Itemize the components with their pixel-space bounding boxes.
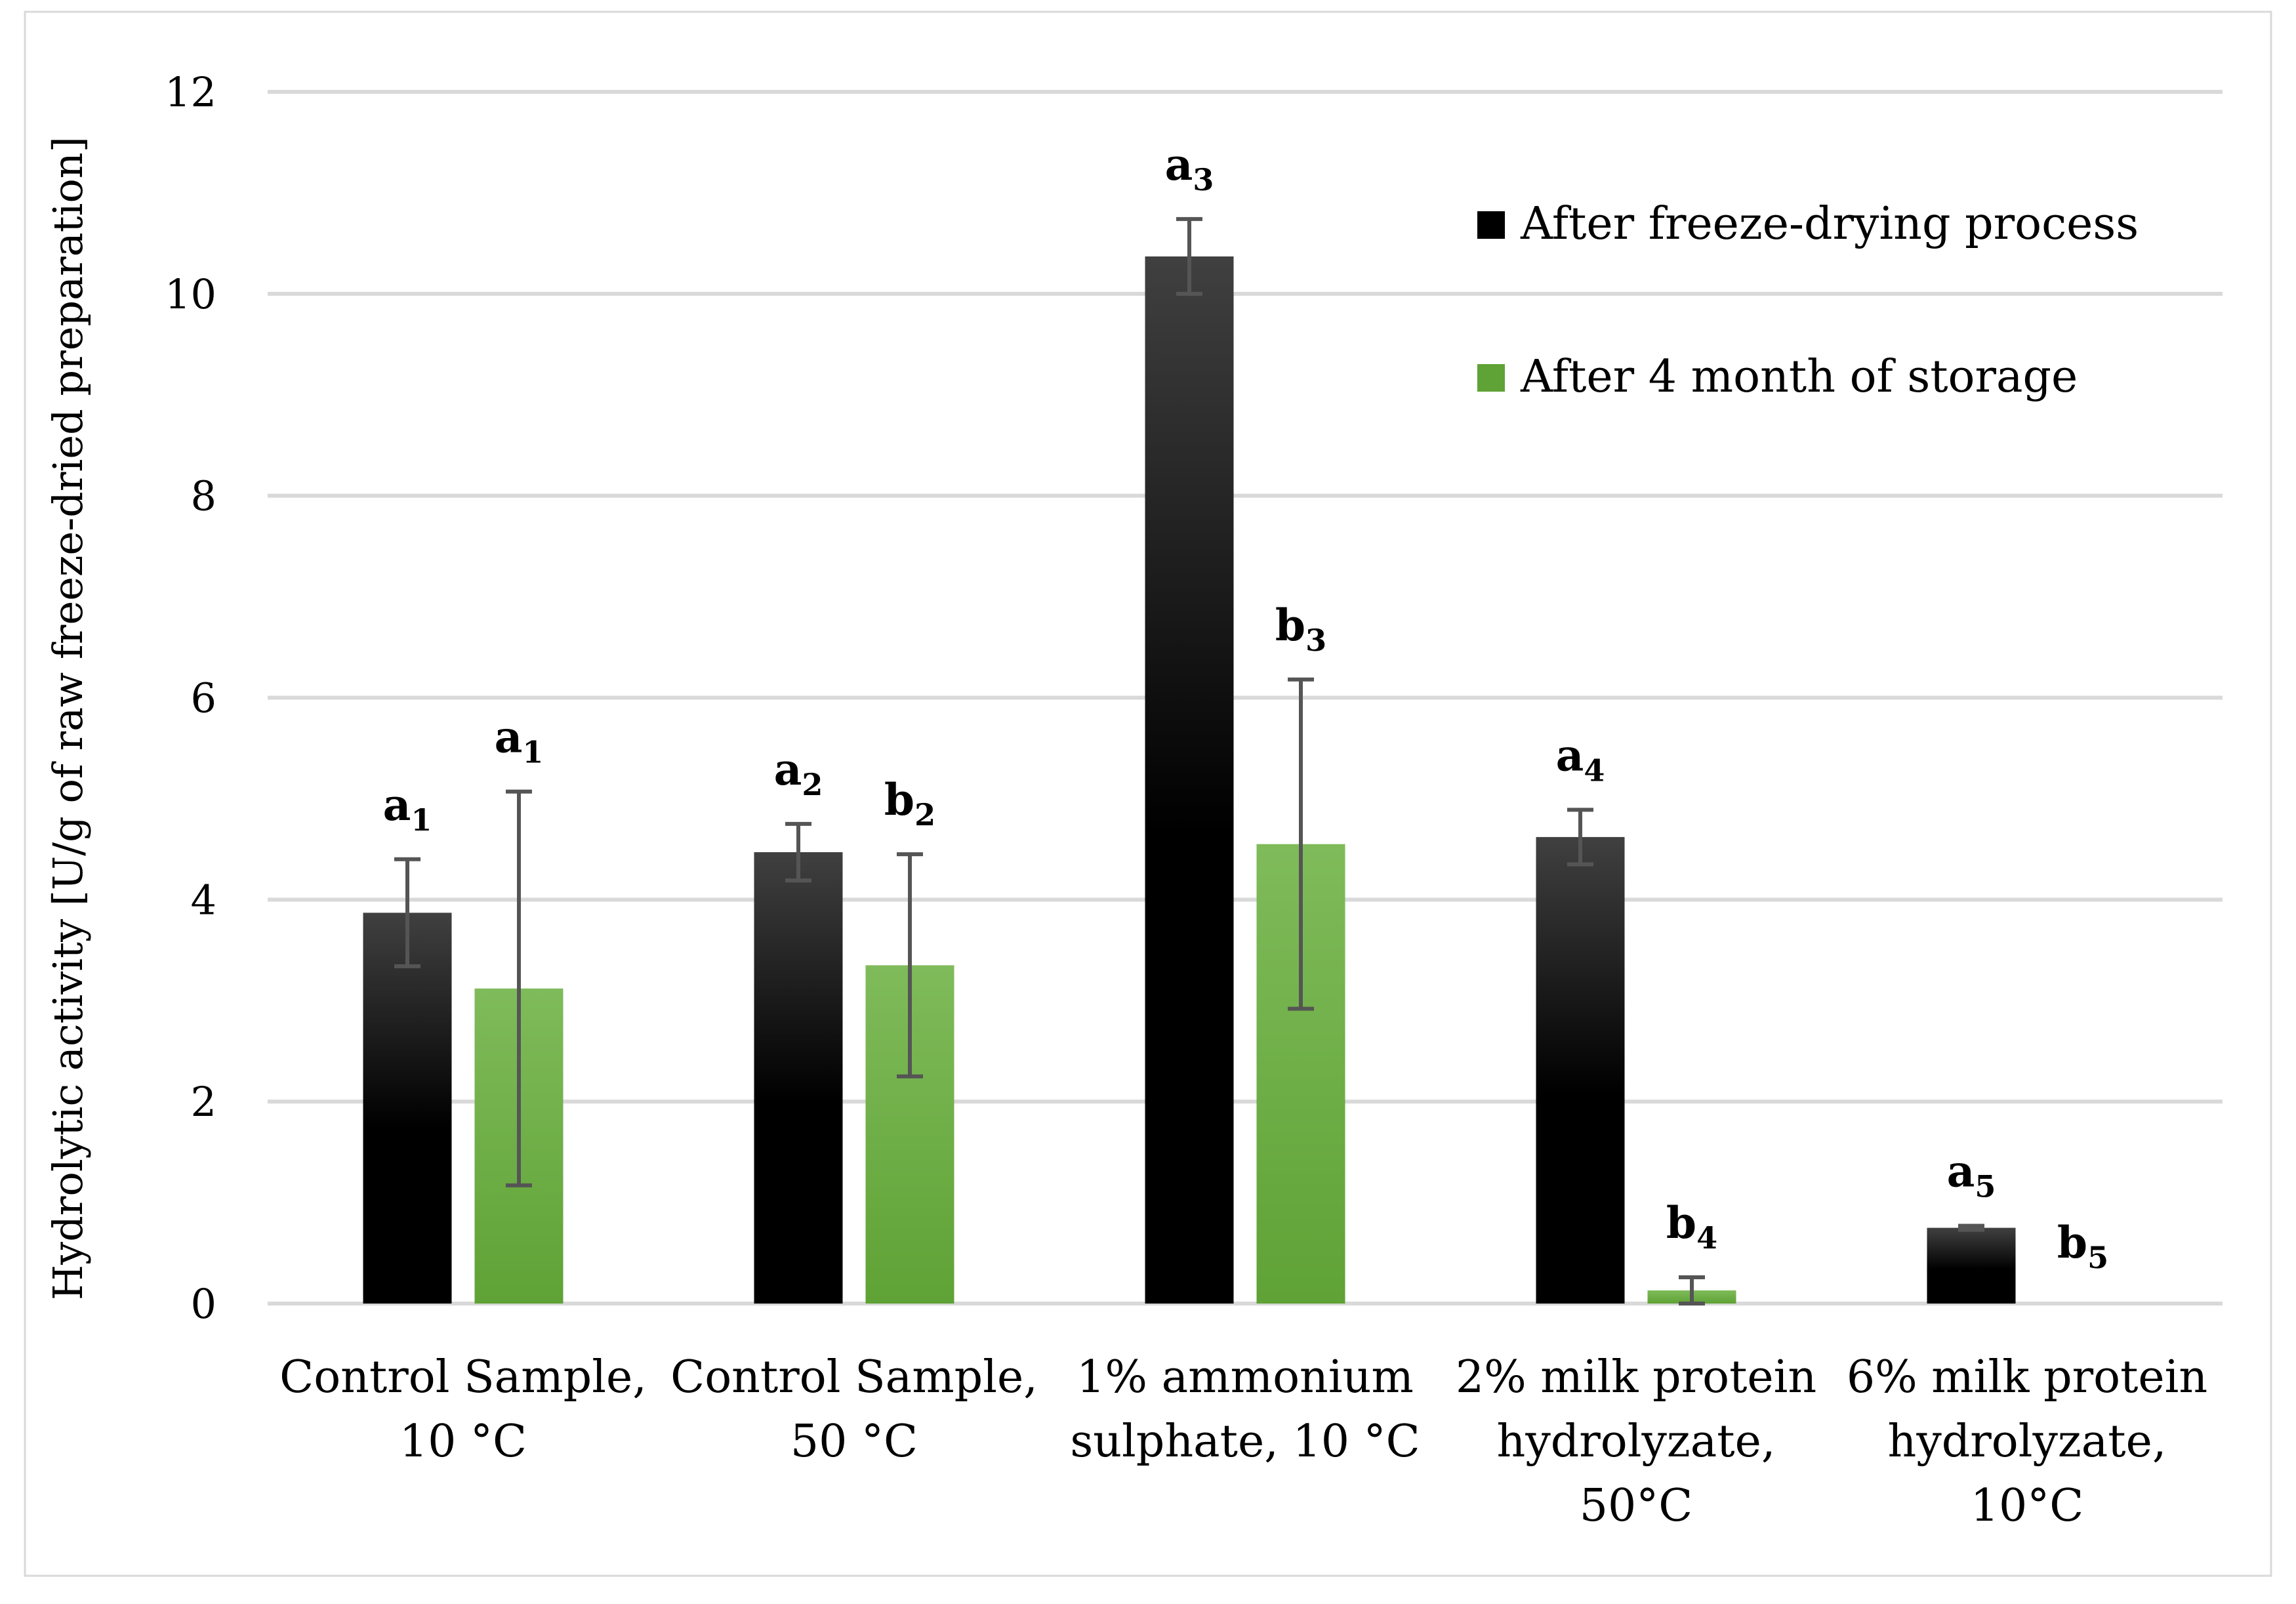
significance-label: a3 — [1165, 139, 1214, 197]
legend-label-storage: After 4 month of storage — [1520, 351, 2078, 403]
y-tick-label: 12 — [165, 68, 216, 116]
y-tick-label: 6 — [191, 674, 216, 722]
bar-series1-cat2 — [754, 852, 843, 1304]
error-bar — [785, 821, 811, 883]
significance-label: a1 — [383, 779, 432, 838]
error-bar — [897, 852, 923, 1079]
error-bar — [1288, 677, 1314, 1011]
chart-frame — [24, 10, 2272, 1577]
significance-label: a1 — [495, 712, 544, 770]
y-tick-label: 4 — [191, 876, 216, 924]
y-axis-title: Hydrolytic activity [U/g of raw freeze-d… — [44, 136, 92, 1300]
significance-label: b3 — [1275, 600, 1326, 658]
legend: After freeze-drying process After 4 mont… — [1477, 198, 2139, 403]
error-bar — [506, 789, 532, 1187]
legend-label-freeze-drying: After freeze-drying process — [1520, 198, 2139, 250]
error-bar — [1567, 808, 1593, 867]
x-category-label: Control Sample, 10 °C — [279, 1351, 647, 1468]
y-tick-label: 2 — [191, 1078, 216, 1126]
legend-swatch-storage — [1477, 364, 1505, 392]
y-axis-ticks: 0 2 4 6 8 10 12 — [165, 68, 216, 1328]
y-tick-label: 0 — [191, 1280, 216, 1328]
significance-label: a4 — [1556, 730, 1605, 788]
error-bar — [1679, 1275, 1705, 1306]
gridlines — [268, 90, 2223, 1306]
error-bar — [1958, 1224, 1984, 1232]
y-tick-label: 10 — [165, 270, 216, 318]
bar-series1-cat4 — [1536, 836, 1625, 1304]
significance-labels: a1 a1 a2 b2 a3 b3 a4 b4 a5 b5 — [383, 139, 2108, 1275]
x-category-label: 6% milk protein hydrolyzate, 10°C — [1847, 1351, 2207, 1532]
x-category-label: 2% milk protein hydrolyzate, 50°C — [1456, 1351, 1816, 1532]
significance-label: a2 — [774, 744, 823, 802]
error-bars — [394, 216, 1984, 1306]
significance-label: a5 — [1947, 1145, 1996, 1204]
error-bar — [1176, 216, 1202, 296]
legend-swatch-freeze-drying — [1477, 211, 1505, 239]
bar-series1-cat5 — [1927, 1227, 2016, 1304]
significance-label: b4 — [1666, 1197, 1717, 1256]
error-bar — [394, 857, 420, 968]
x-category-label: 1% ammonium sulphate, 10 °C — [1070, 1351, 1420, 1468]
bar-series1-cat3 — [1145, 256, 1234, 1304]
bar-series1-cat1 — [363, 913, 452, 1304]
significance-label: b2 — [884, 774, 935, 833]
y-tick-label: 8 — [191, 472, 216, 520]
significance-label: b5 — [2057, 1217, 2108, 1275]
x-category-label: Control Sample, 50 °C — [670, 1351, 1038, 1468]
bars — [363, 256, 2016, 1304]
